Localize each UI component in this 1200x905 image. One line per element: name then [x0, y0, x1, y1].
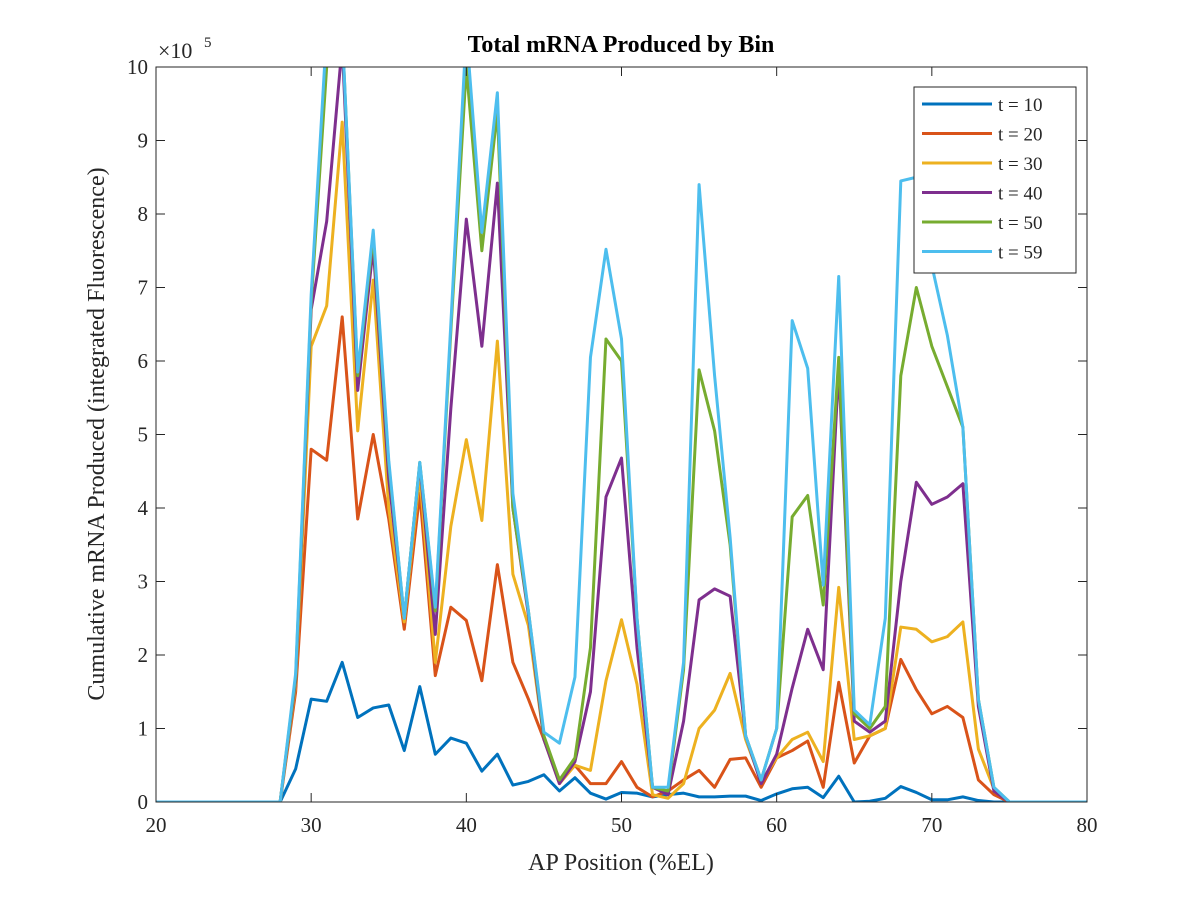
y-tick-label: 0 — [138, 790, 149, 814]
y-tick-label: 7 — [138, 276, 149, 300]
x-tick-label: 60 — [766, 813, 787, 837]
x-tick-label: 80 — [1077, 813, 1098, 837]
y-tick-label: 3 — [138, 570, 149, 594]
y-tick-label: 6 — [138, 349, 149, 373]
legend-box — [913, 86, 1077, 274]
y-tick-label: 10 — [127, 55, 148, 79]
y-axis-label: Cumulative mRNA Produced (integrated Flu… — [84, 167, 110, 700]
y-axis-exponent: ×10 5 — [158, 35, 212, 63]
y-exponent-base: ×10 — [158, 38, 192, 63]
x-tick-label: 50 — [611, 813, 632, 837]
legend-label-3: t = 30 — [998, 154, 1043, 175]
y-tick-label: 5 — [138, 423, 149, 447]
series-line-3 — [156, 120, 1087, 802]
legend-label-4: t = 40 — [998, 184, 1043, 205]
y-tick-label: 9 — [138, 129, 149, 153]
x-tick-label: 20 — [146, 813, 167, 837]
y-tick-label: 4 — [138, 496, 149, 520]
y-tick-label: 1 — [138, 717, 149, 741]
legend: t = 10 t = 20 t = 30 t = 40 t = 50 t = 59 — [913, 86, 1077, 274]
x-tick-label: 40 — [456, 813, 477, 837]
legend-label-5: t = 50 — [998, 213, 1043, 234]
legend-label-6: t = 59 — [998, 243, 1043, 264]
x-tick-label: 70 — [921, 813, 942, 837]
y-tick-label: 8 — [138, 202, 149, 226]
x-tick-label: 30 — [301, 813, 322, 837]
series-line-2 — [156, 315, 1087, 802]
y-axis: 0 1 2 3 4 5 6 7 8 9 10 — [127, 55, 1087, 814]
legend-label-1: t = 10 — [998, 95, 1043, 116]
x-axis: 20 30 40 50 60 70 80 — [146, 67, 1098, 837]
legend-label-2: t = 20 — [998, 125, 1043, 146]
y-tick-label: 2 — [138, 643, 149, 667]
y-exponent-power: 5 — [204, 35, 212, 51]
chart-title: Total mRNA Produced by Bin — [468, 32, 775, 58]
x-axis-label: AP Position (%EL) — [528, 850, 714, 876]
